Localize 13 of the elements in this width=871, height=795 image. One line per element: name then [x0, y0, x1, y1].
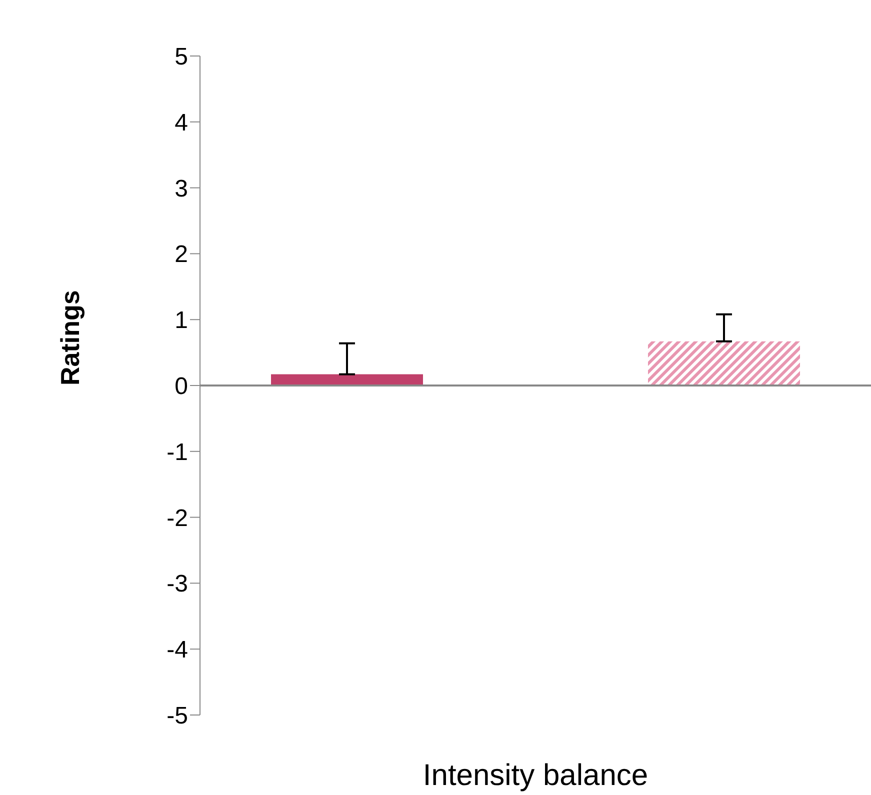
- y-tick-label: 2: [174, 241, 188, 268]
- y-tick-label: -3: [166, 570, 188, 598]
- y-tick-label: 0: [174, 373, 188, 400]
- y-tick-label: 1: [174, 307, 188, 334]
- x-axis-title: Intensity balance: [422, 759, 648, 792]
- y-tick-label: 4: [174, 109, 188, 136]
- y-tick-label: -5: [166, 702, 188, 730]
- y-tick-label: -4: [166, 636, 188, 664]
- y-tick-label: 3: [174, 175, 188, 202]
- y-tick-label: -2: [166, 504, 188, 532]
- y-tick-label: 5: [174, 44, 188, 71]
- y-axis-title: Ratings: [55, 290, 86, 386]
- y-tick-label: -1: [166, 438, 188, 466]
